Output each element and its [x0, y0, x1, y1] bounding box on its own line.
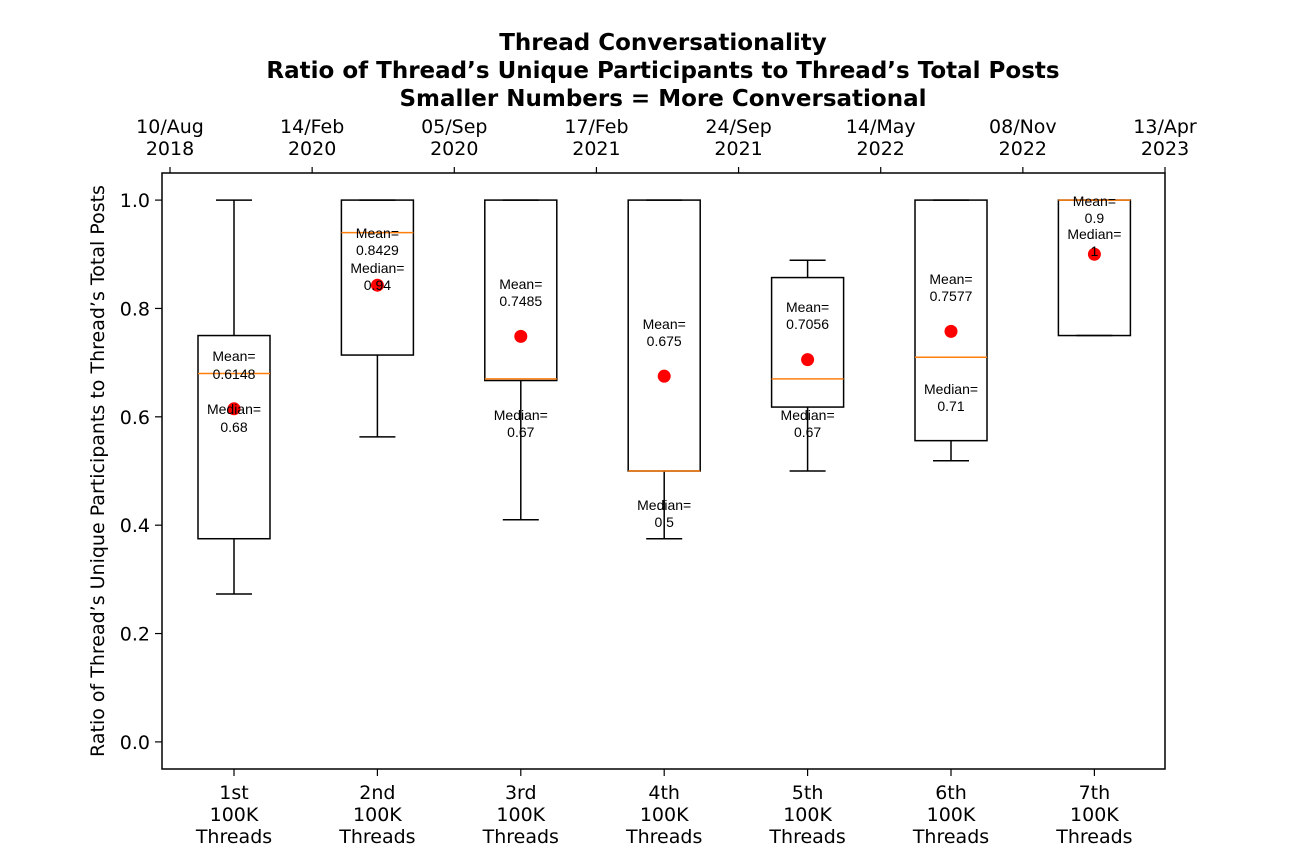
- mean-marker: [1087, 247, 1101, 261]
- x-tick-label: 100K: [927, 804, 976, 826]
- box-iqr: [770, 276, 845, 408]
- top-tick-label-date: 10/Aug: [136, 116, 204, 138]
- x-tick-label: Threads: [482, 826, 559, 848]
- median-annotation-label: Median=: [350, 260, 404, 276]
- median-annotation-label: Median=: [207, 401, 261, 417]
- x-tick-label: 100K: [783, 804, 832, 826]
- mean-annotation-label: Mean=: [1073, 193, 1116, 209]
- y-axis-label: Ratio of Thread’s Unique Participants to…: [87, 185, 109, 757]
- x-tick-label: 4th: [648, 782, 680, 804]
- mean-annotation-value: 0.7485: [499, 293, 542, 309]
- top-tick-label-year: 2021: [714, 138, 762, 160]
- median-annotation-value: 0.68: [220, 419, 247, 435]
- box-iqr: [197, 334, 271, 540]
- mean-annotation-value: 0.8429: [356, 242, 399, 258]
- x-tick-label: 1st: [219, 782, 248, 804]
- plot-area-frame: [161, 172, 1166, 770]
- mean-annotation-label: Mean=: [499, 276, 542, 292]
- median-annotation-value: 0.67: [507, 424, 534, 440]
- y-tick-label: 0.0: [120, 732, 150, 754]
- top-tick-label-year: 2022: [999, 138, 1047, 160]
- top-tick-label-date: 13/Apr: [1133, 116, 1197, 138]
- x-tick-label: Threads: [338, 826, 415, 848]
- top-tick-label-date: 05/Sep: [421, 116, 487, 138]
- mean-annotation-label: Mean=: [643, 316, 686, 332]
- y-tick-label: 0.6: [120, 407, 150, 429]
- mean-annotation-label: Mean=: [212, 348, 255, 364]
- mean-marker: [944, 324, 958, 338]
- x-tick-label: 5th: [792, 782, 824, 804]
- mean-annotation-value: 0.7056: [786, 316, 829, 332]
- median-annotation-label: Median=: [781, 407, 835, 423]
- top-tick-label-date: 17/Feb: [564, 116, 628, 138]
- top-tick-label-date: 14/Feb: [280, 116, 344, 138]
- median-annotation-label: Median=: [924, 381, 978, 397]
- top-tick-label-year: 2023: [1141, 138, 1189, 160]
- mean-annotation-label: Mean=: [356, 225, 399, 241]
- mean-annotation-value: 0.9: [1085, 210, 1105, 226]
- chart-title-line-1: Thread Conversationality: [499, 30, 827, 56]
- x-tick-label: Threads: [625, 826, 702, 848]
- top-tick-label-year: 2021: [572, 138, 620, 160]
- x-tick-label: 7th: [1079, 782, 1111, 804]
- x-tick-label: 100K: [353, 804, 402, 826]
- median-annotation-value: 0.67: [794, 424, 821, 440]
- box-iqr: [914, 199, 988, 442]
- mean-annotation-value: 0.675: [647, 333, 682, 349]
- x-tick-label: 6th: [935, 782, 967, 804]
- median-annotation-label: Median=: [637, 497, 691, 513]
- box-iqr: [340, 199, 415, 356]
- top-tick-label-date: 14/May: [846, 116, 916, 138]
- x-tick-label: 100K: [640, 804, 689, 826]
- x-tick-label: Threads: [1055, 826, 1132, 848]
- y-tick-label: 0.8: [120, 298, 150, 320]
- mean-annotation-label: Mean=: [929, 271, 972, 287]
- x-tick-label: 100K: [210, 804, 259, 826]
- top-tick-label-year: 2022: [857, 138, 905, 160]
- median-annotation-label: Median=: [494, 407, 548, 423]
- mean-marker: [657, 369, 671, 383]
- mean-annotation-label: Mean=: [786, 299, 829, 315]
- top-tick-label-year: 2020: [288, 138, 336, 160]
- median-annotation-label: Median=: [1067, 226, 1121, 242]
- x-tick-label: Threads: [768, 826, 845, 848]
- x-tick-label: 100K: [496, 804, 545, 826]
- top-tick-label-year: 2018: [146, 138, 194, 160]
- mean-marker: [801, 353, 815, 367]
- x-tick-label: Threads: [912, 826, 989, 848]
- mean-annotation-value: 0.7577: [930, 288, 973, 304]
- median-annotation-value: 0.94: [364, 277, 391, 293]
- mean-annotation-value: 0.6148: [213, 366, 256, 382]
- mean-marker: [370, 278, 384, 292]
- x-tick-label: 2nd: [359, 782, 395, 804]
- mean-marker: [227, 402, 241, 416]
- y-tick-label: 0.4: [120, 515, 150, 537]
- box-iqr: [484, 199, 558, 382]
- x-tick-label: Threads: [195, 826, 272, 848]
- median-annotation-value: 0.5: [654, 514, 674, 530]
- y-tick-label: 1.0: [120, 190, 150, 212]
- top-tick-label-date: 08/Nov: [989, 116, 1057, 138]
- chart-title-line-3: Smaller Numbers = More Conversational: [399, 86, 926, 112]
- chart-title-line-2: Ratio of Thread’s Unique Participants to…: [266, 58, 1059, 84]
- x-tick-label: 3rd: [505, 782, 537, 804]
- top-tick-label-year: 2020: [430, 138, 478, 160]
- x-tick-label: 100K: [1070, 804, 1119, 826]
- chart-title: Thread Conversationality Ratio of Thread…: [266, 30, 1059, 112]
- top-tick-label-date: 24/Sep: [705, 116, 771, 138]
- y-tick-label: 0.2: [120, 624, 150, 646]
- mean-marker: [514, 329, 528, 343]
- median-annotation-value: 1: [1091, 243, 1099, 259]
- median-annotation-value: 0.71: [937, 398, 964, 414]
